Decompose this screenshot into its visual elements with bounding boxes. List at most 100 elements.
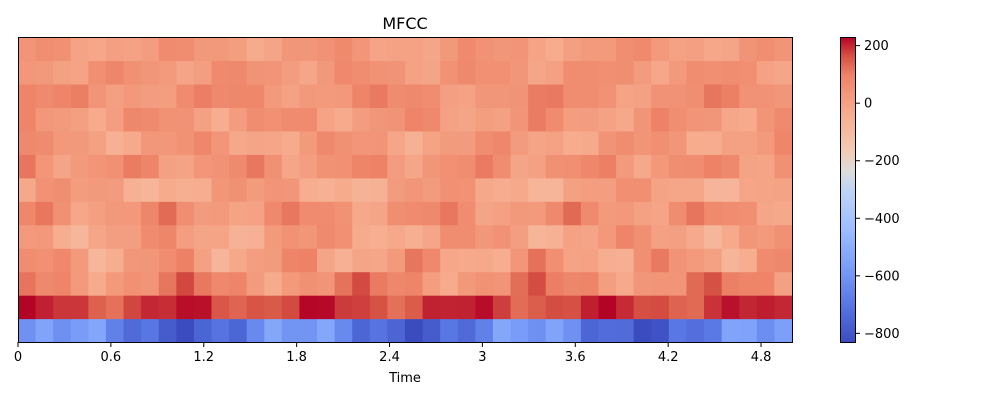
heatmap-cell <box>176 248 195 273</box>
heatmap-cell <box>229 60 248 85</box>
heatmap-cell <box>141 60 160 85</box>
heatmap-cell <box>422 224 441 249</box>
heatmap-cell <box>334 201 353 226</box>
heatmap-cell <box>774 177 793 202</box>
heatmap-cell <box>545 201 564 226</box>
heatmap-cell <box>668 130 688 155</box>
heatmap-cell <box>598 154 617 179</box>
heatmap-cell <box>105 60 125 85</box>
heatmap-cell <box>369 177 389 202</box>
heatmap-cell <box>281 37 301 62</box>
heatmap-cell <box>580 177 600 202</box>
heatmap-cell <box>704 60 723 85</box>
x-tick-label: 0 <box>14 350 22 365</box>
heatmap-cell <box>475 130 494 155</box>
heatmap-cell <box>229 201 248 226</box>
heatmap-cell <box>246 107 265 132</box>
heatmap-cell <box>176 60 195 85</box>
x-tick-label: 0.6 <box>101 350 122 365</box>
heatmap-cell <box>598 107 617 132</box>
heatmap-cell <box>229 295 248 320</box>
heatmap-cell <box>211 107 230 132</box>
heatmap-cell <box>105 130 125 155</box>
heatmap-cell <box>123 224 142 249</box>
heatmap-cell <box>176 107 195 132</box>
heatmap-cell <box>651 295 670 320</box>
heatmap-cell <box>686 130 705 155</box>
heatmap-cell <box>475 60 494 85</box>
heatmap-cell <box>35 130 54 155</box>
heatmap-cell <box>352 271 371 296</box>
heatmap-cell <box>264 271 283 296</box>
heatmap-cell <box>229 177 248 202</box>
x-tick-label: 2.4 <box>379 350 400 365</box>
heatmap-cell <box>264 130 283 155</box>
heatmap-cell <box>704 177 723 202</box>
heatmap-cell <box>123 318 142 343</box>
heatmap-cell <box>193 154 213 179</box>
heatmap-cell <box>721 318 740 343</box>
heatmap-cell <box>141 107 160 132</box>
heatmap-cell <box>53 107 72 132</box>
heatmap-cell <box>88 271 107 296</box>
heatmap-cell <box>580 295 600 320</box>
heatmap-cell <box>70 201 89 226</box>
heatmap-cell <box>598 224 617 249</box>
heatmap-cell <box>633 83 652 108</box>
heatmap-cell <box>281 271 301 296</box>
x-tick-label: 3.6 <box>565 350 586 365</box>
heatmap-cell <box>545 37 564 62</box>
heatmap-cell <box>105 177 125 202</box>
heatmap-cell <box>334 154 353 179</box>
colorbar-axis: 200 0 −200 −400 −600 −800 <box>855 39 900 342</box>
heatmap-cell <box>53 295 72 320</box>
heatmap-cell <box>334 295 353 320</box>
heatmap-cell <box>756 37 776 62</box>
heatmap-cell <box>510 295 529 320</box>
heatmap-cell <box>422 83 441 108</box>
heatmap-cell <box>598 295 617 320</box>
heatmap-cell <box>492 248 512 273</box>
heatmap-cell <box>317 83 336 108</box>
heatmap-cell <box>229 37 248 62</box>
heatmap-cell <box>616 107 635 132</box>
heatmap-cell <box>105 83 125 108</box>
heatmap-cell <box>264 318 283 343</box>
heatmap-cell <box>440 201 459 226</box>
heatmap-cell <box>598 271 617 296</box>
heatmap-cell <box>510 224 529 249</box>
heatmap-cell <box>492 295 512 320</box>
heatmap-cell <box>668 248 688 273</box>
heatmap-cell <box>598 201 617 226</box>
heatmap-cell <box>193 271 213 296</box>
heatmap-cell <box>317 224 336 249</box>
heatmap-cell <box>317 177 336 202</box>
heatmap-cell <box>510 177 529 202</box>
heatmap-cell <box>193 295 213 320</box>
heatmap-cell <box>299 224 318 249</box>
heatmap-cell <box>668 154 688 179</box>
heatmap-cell <box>774 271 793 296</box>
heatmap-cell <box>510 37 529 62</box>
heatmap-cell <box>739 271 758 296</box>
heatmap-cell <box>580 271 600 296</box>
heatmap-cell <box>105 295 125 320</box>
heatmap-cell <box>686 201 705 226</box>
heatmap-cell <box>528 130 547 155</box>
heatmap-cell <box>281 83 301 108</box>
heatmap-cell <box>633 37 652 62</box>
heatmap-cell <box>563 60 582 85</box>
heatmap-cell <box>35 107 54 132</box>
heatmap-cell <box>281 130 301 155</box>
heatmap-cell <box>176 154 195 179</box>
heatmap-cell <box>668 295 688 320</box>
heatmap-cell <box>264 295 283 320</box>
heatmap-cell <box>53 318 72 343</box>
heatmap-cell <box>598 37 617 62</box>
heatmap-cell <box>545 271 564 296</box>
heatmap-cell <box>334 60 353 85</box>
heatmap-cell <box>35 295 54 320</box>
heatmap-cell <box>70 295 89 320</box>
heatmap-cell <box>563 154 582 179</box>
heatmap-cell <box>387 248 406 273</box>
